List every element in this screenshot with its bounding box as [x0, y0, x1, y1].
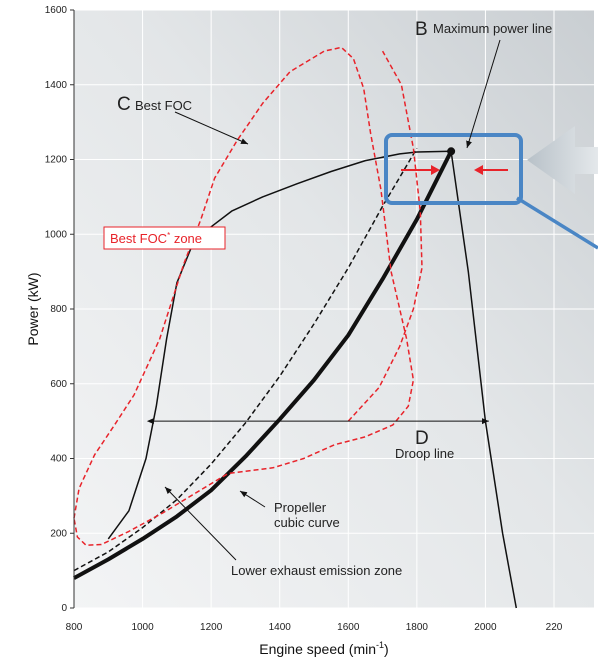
y-axis-ticks: 0 200 400 600 800 1000 1200 1400 1600 — [45, 5, 74, 614]
y-tick-label: 0 — [61, 603, 67, 614]
x-tick-label: 800 — [66, 622, 83, 633]
y-tick-label: 800 — [50, 304, 67, 315]
y-tick-label: 1000 — [45, 229, 68, 240]
big-grey-arrow — [527, 126, 598, 194]
y-axis-title: Power (kW) — [25, 272, 41, 345]
x-tick-label: 1400 — [269, 622, 292, 633]
y-tick-label: 1200 — [45, 155, 68, 166]
x-tick-label: 1800 — [406, 622, 429, 633]
b-label: Maximum power line — [433, 21, 552, 36]
b-letter: B — [415, 19, 428, 40]
d-label: Droop line — [395, 446, 454, 461]
x-tick-label: 2000 — [474, 622, 497, 633]
red-arrowhead-left — [431, 165, 440, 175]
x-tick-label: 1000 — [131, 622, 154, 633]
foc-zone-label-box — [103, 226, 226, 250]
c-leader — [174, 111, 249, 145]
d-letter: D — [415, 428, 429, 449]
highlight-leader-line — [516, 196, 598, 250]
y-tick-label: 400 — [50, 454, 67, 465]
propeller-leader — [239, 490, 266, 508]
c-label: Best FOC — [135, 98, 192, 113]
c-letter: C — [117, 94, 131, 115]
x-axis-title: Engine speed (min-1) — [259, 640, 388, 657]
best-foc-zone-contour — [347, 50, 423, 422]
propeller-cubic-curve — [73, 150, 453, 580]
x-axis-ticks: 800 1000 1200 1400 1600 1800 2000 220 — [66, 622, 563, 633]
emission-label: Lower exhaust emission zone — [231, 563, 402, 578]
y-tick-label: 600 — [50, 379, 67, 390]
red-arrowhead-right — [474, 165, 483, 175]
best-foc-zone-contour — [73, 46, 415, 546]
x-tick-label: 1200 — [200, 622, 223, 633]
b-leader — [466, 39, 501, 149]
emission-leader — [164, 486, 237, 561]
foc-zone-label: Best FOC* zone — [110, 231, 202, 246]
engine-load-curve — [107, 150, 518, 609]
y-tick-label: 1600 — [45, 5, 68, 16]
highlight-box — [384, 133, 523, 205]
x-tick-label: 1600 — [337, 622, 360, 633]
propeller-label-line2: cubic curve — [274, 515, 340, 530]
y-tick-label: 200 — [50, 528, 67, 539]
y-tick-label: 1400 — [45, 80, 68, 91]
propeller-label-line1: Propeller — [274, 500, 327, 515]
x-tick-label: 220 — [546, 622, 563, 633]
operating-point — [447, 147, 456, 156]
